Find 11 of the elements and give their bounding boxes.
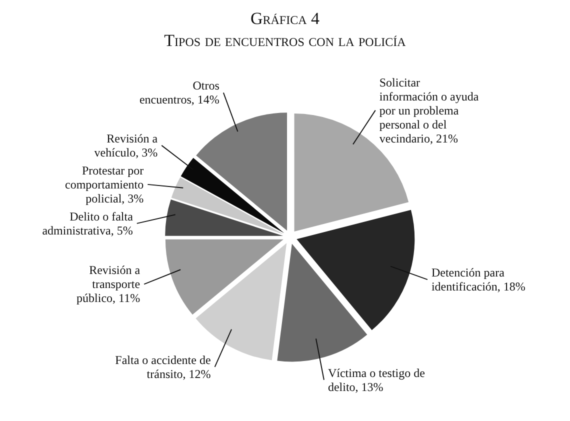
slice-label: Detención para identificación, 18%	[431, 266, 526, 294]
slice-label: Protestar por comportamiento policial, 3%	[65, 163, 144, 206]
slice-label: Otros encuentros, 14%	[139, 78, 220, 107]
slice-label: Revisión a vehículo, 3%	[94, 131, 158, 160]
chart-subtitle: Tipos de encuentros con la policía	[163, 30, 407, 52]
slice-label: Solicitar información o ayuda por un problema personal o del vecindario, 21%	[379, 75, 480, 146]
slice-label: Falta o accidente de tránsito, 12%	[115, 352, 211, 381]
chart-title: Gráfica 4	[249, 8, 321, 30]
slice-label: Víctima o testigo de delito, 13%	[328, 366, 425, 394]
slice-label: Delito o falta administrativa, 5%	[42, 209, 134, 238]
slice-label: Revisión a transporte público, 11%	[76, 263, 141, 306]
